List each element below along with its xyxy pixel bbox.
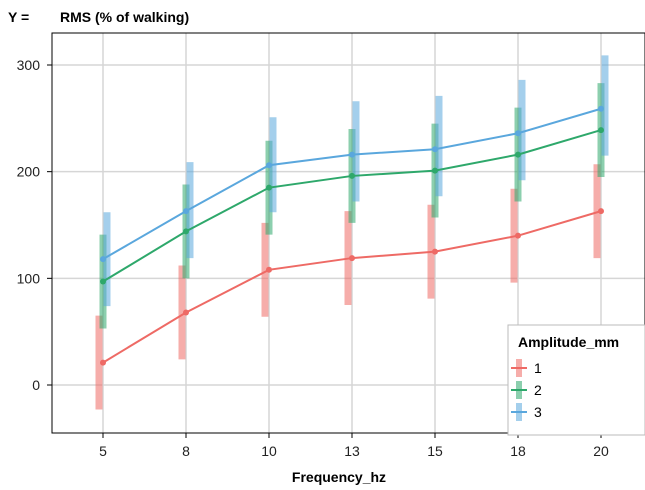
x-tick-label: 20 bbox=[593, 443, 609, 459]
data-point-series-3 bbox=[515, 130, 521, 137]
y-tick-label: 0 bbox=[32, 377, 40, 393]
data-point-series-2 bbox=[266, 184, 272, 191]
legend-title: Amplitude_mm bbox=[518, 334, 619, 350]
data-point-series-3 bbox=[349, 151, 355, 158]
x-tick-label: 18 bbox=[510, 443, 526, 459]
data-point-series-3 bbox=[598, 105, 604, 112]
legend-label-2: 2 bbox=[534, 382, 542, 398]
y-axis-title: RMS (% of walking) bbox=[60, 9, 189, 25]
y-tick-label: 200 bbox=[17, 164, 41, 180]
data-point-series-1 bbox=[349, 255, 355, 262]
data-point-series-1 bbox=[183, 309, 189, 316]
data-point-series-3 bbox=[100, 256, 106, 263]
series-points bbox=[100, 105, 604, 366]
data-point-series-1 bbox=[266, 266, 272, 273]
x-tick-label: 5 bbox=[99, 443, 107, 459]
x-tick-label: 10 bbox=[261, 443, 277, 459]
data-point-series-2 bbox=[515, 151, 521, 158]
x-axis-label: Frequency_hz bbox=[292, 469, 386, 485]
x-tick-label: 8 bbox=[182, 443, 190, 459]
data-point-series-2 bbox=[349, 172, 355, 179]
data-point-series-1 bbox=[100, 359, 106, 366]
legend-label-1: 1 bbox=[534, 360, 542, 376]
y-tick-label: 300 bbox=[17, 57, 41, 73]
data-point-series-2 bbox=[100, 278, 106, 285]
data-point-series-2 bbox=[183, 228, 189, 235]
legend-box bbox=[507, 324, 645, 436]
plot-frame bbox=[51, 32, 645, 434]
y-axis-title-prefix: Y = bbox=[8, 9, 29, 25]
y-tick-label: 100 bbox=[17, 270, 41, 286]
data-point-series-3 bbox=[432, 146, 438, 153]
data-point-series-1 bbox=[432, 248, 438, 255]
data-point-series-2 bbox=[598, 127, 604, 134]
x-tick-label: 13 bbox=[344, 443, 360, 459]
y-tick-labels: 0 100 200 300 bbox=[17, 57, 52, 393]
data-point-series-3 bbox=[266, 162, 272, 169]
x-tick-label: 15 bbox=[427, 443, 443, 459]
x-tick-labels: 5 8 10 13 15 18 20 bbox=[99, 433, 609, 459]
data-point-series-1 bbox=[598, 208, 604, 215]
legend: Amplitude_mm 1 2 3 bbox=[507, 324, 645, 436]
data-point-series-1 bbox=[515, 232, 521, 239]
legend-label-3: 3 bbox=[534, 404, 542, 420]
data-point-series-3 bbox=[183, 208, 189, 215]
data-point-series-2 bbox=[432, 167, 438, 174]
